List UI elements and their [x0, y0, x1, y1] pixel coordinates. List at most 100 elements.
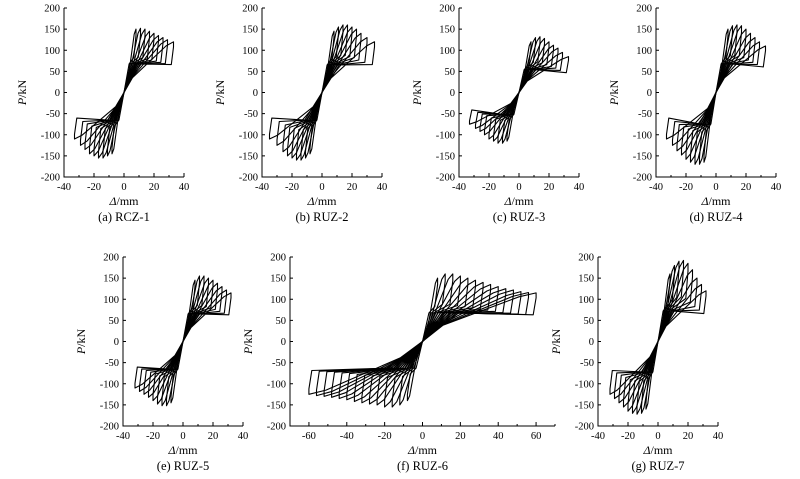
x-axis-symbol: Δ	[306, 194, 314, 208]
y-tick-label: 50	[445, 67, 456, 78]
x-tick-label: -20	[621, 431, 635, 442]
y-tick-label: 50	[248, 67, 259, 78]
y-tick-label: -100	[575, 379, 594, 390]
y-tick-label: 0	[55, 88, 60, 99]
x-tick-label: -40	[116, 431, 130, 442]
y-tick-label: 200	[636, 4, 652, 15]
x-tick-label: 20	[347, 182, 358, 193]
x-axis-symbol: Δ	[700, 194, 708, 208]
y-tick-label: -200	[267, 422, 286, 433]
y-axis-label: P/kN	[607, 79, 621, 106]
x-tick-label: 40	[238, 431, 249, 442]
y-tick-label: 150	[270, 274, 286, 285]
y-tick-label: -200	[41, 173, 60, 184]
y-tick-label: -200	[100, 422, 119, 433]
x-axis-label: Δ/mm	[642, 443, 673, 457]
x-axis-symbol: Δ	[407, 443, 415, 457]
hysteresis-loop-5	[627, 262, 689, 412]
y-tick-label: -150	[100, 400, 119, 411]
y-tick-label: -50	[441, 109, 455, 120]
y-tick-label: -100	[41, 130, 60, 141]
x-axis-unit: /mm	[176, 443, 199, 457]
y-axis-unit: /kN	[241, 328, 255, 346]
x-tick-label: -60	[302, 431, 316, 442]
y-tick-label: 150	[103, 274, 119, 285]
y-tick-label: -150	[633, 151, 652, 162]
y-tick-label: 50	[50, 67, 61, 78]
x-axis-label: Δ/mm	[306, 194, 337, 208]
y-axis-unit: /kN	[74, 328, 88, 346]
x-axis-unit: /mm	[651, 443, 674, 457]
x-tick-label: 0	[121, 182, 126, 193]
chart-caption: (b) RUZ-2	[295, 210, 348, 224]
y-tick-label: 200	[578, 253, 594, 264]
x-tick-label: -20	[146, 431, 160, 442]
y-tick-label: 0	[253, 88, 258, 99]
y-axis-symbol: P	[410, 97, 424, 106]
x-axis-label: Δ/mm	[167, 443, 198, 457]
x-tick-label: -40	[340, 431, 354, 442]
y-tick-label: 100	[242, 46, 258, 57]
y-tick-label: -100	[267, 379, 286, 390]
y-tick-label: -50	[105, 358, 119, 369]
y-tick-label: 50	[642, 67, 653, 78]
y-axis-symbol: P	[74, 346, 88, 355]
y-axis-symbol: P	[549, 346, 563, 355]
y-tick-label: 200	[44, 4, 60, 15]
y-tick-label: 0	[114, 337, 119, 348]
x-tick-label: 40	[493, 431, 504, 442]
y-tick-label: 150	[44, 25, 60, 36]
x-axis-label: Δ/mm	[700, 194, 731, 208]
hysteresis-loop-9	[134, 292, 232, 389]
y-tick-label: 100	[103, 295, 119, 306]
x-tick-label: 20	[149, 182, 160, 193]
y-tick-label: 200	[242, 4, 258, 15]
hysteresis-loop-9	[73, 41, 175, 140]
x-axis-symbol: Δ	[108, 194, 116, 208]
y-tick-label: 50	[109, 316, 120, 327]
x-tick-label: -20	[378, 431, 392, 442]
y-tick-label: -150	[267, 400, 286, 411]
x-axis-symbol: Δ	[642, 443, 650, 457]
x-axis-unit: /mm	[709, 194, 732, 208]
y-tick-label: 150	[636, 25, 652, 36]
x-tick-label: 0	[319, 182, 324, 193]
y-tick-label: -100	[633, 130, 652, 141]
hysteresis-loop-9	[665, 45, 767, 140]
y-tick-label: -200	[239, 173, 258, 184]
x-tick-label: 20	[208, 431, 219, 442]
hysteresis-loop-2	[698, 25, 734, 165]
y-tick-label: -100	[239, 130, 258, 141]
x-axis-unit: /mm	[117, 194, 140, 208]
x-tick-label: 40	[377, 182, 388, 193]
x-tick-label: -40	[452, 182, 466, 193]
x-tick-label: 0	[713, 182, 718, 193]
y-tick-label: -50	[244, 109, 258, 120]
y-tick-label: -200	[633, 173, 652, 184]
y-tick-label: -200	[575, 422, 594, 433]
y-tick-label: 100	[44, 46, 60, 57]
y-tick-label: 100	[636, 46, 652, 57]
y-tick-label: 100	[270, 295, 286, 306]
y-axis-label: P/kN	[74, 328, 88, 355]
y-tick-label: 200	[439, 4, 455, 15]
x-tick-label: 20	[544, 182, 555, 193]
y-tick-label: 100	[578, 295, 594, 306]
chart-caption: (c) RUZ-3	[493, 210, 545, 224]
x-axis-label: Δ/mm	[108, 194, 139, 208]
y-tick-label: 0	[450, 88, 455, 99]
y-tick-label: -200	[436, 173, 455, 184]
y-tick-label: 200	[270, 253, 286, 264]
y-axis-unit: /kN	[213, 79, 227, 97]
chart-caption: (a) RCZ-1	[98, 210, 150, 224]
y-axis-label: P/kN	[549, 328, 563, 355]
y-axis-unit: /kN	[607, 79, 621, 97]
hysteresis-loop-9	[268, 41, 376, 140]
x-tick-label: 40	[574, 182, 585, 193]
y-tick-label: 100	[439, 46, 455, 57]
chart-caption: (g) RUZ-7	[631, 459, 684, 473]
x-axis-symbol: Δ	[167, 443, 175, 457]
